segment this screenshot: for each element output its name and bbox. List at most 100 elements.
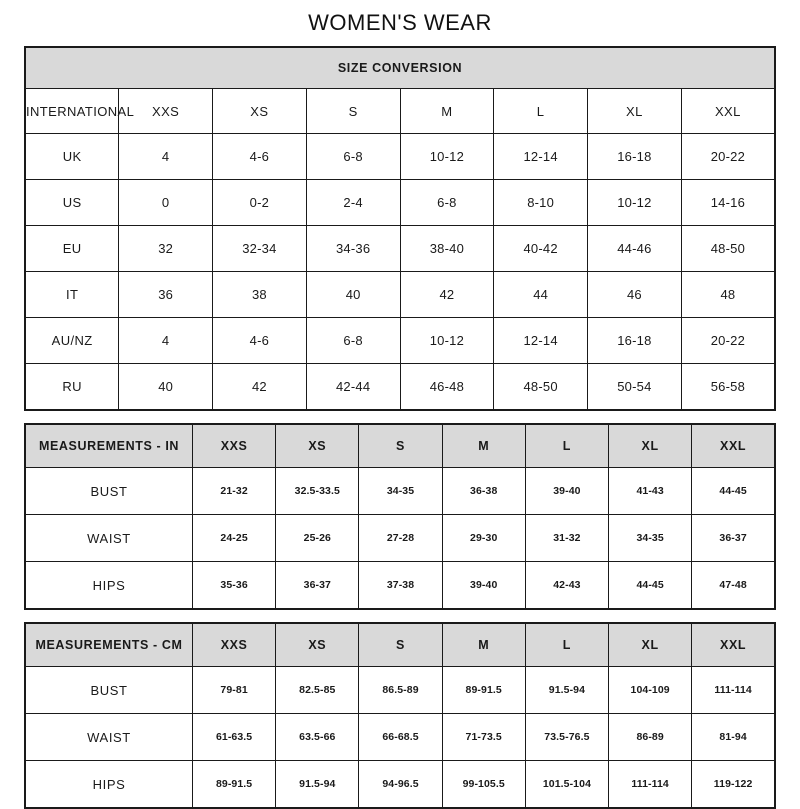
table-cell: 36-37 [275,561,360,610]
table-cell: 36-37 [691,514,776,562]
table-cell: 40 [118,363,213,411]
table-cell: 34-35 [358,467,443,515]
table-cell: 4-6 [212,317,307,364]
table-cell: 44-45 [691,467,776,515]
table-cell: 37-38 [358,561,443,610]
row-label: WAIST [24,713,193,761]
table-cell: 50-54 [587,363,682,411]
table-cell: 46 [587,271,682,318]
table-cell: 10-12 [399,317,495,364]
size-conversion-table: SIZE CONVERSION INTERNATIONAL XXS XS S M L XL XX… [24,46,776,411]
table-cell: 48-50 [493,363,588,411]
table-cell: 44 [493,271,588,318]
table-cell: 32.5-33.5 [275,467,360,515]
table-cell: 42 [212,363,307,411]
table-cell: 6-8 [305,317,401,364]
table-cell: 79-81 [191,666,277,714]
table-cell: 41-43 [608,467,693,515]
table-cell: 21-32 [191,467,277,515]
table-cell: 104-109 [608,666,693,714]
row-label-header: INTERNATIONAL [24,88,134,134]
table-row: AU/NZ 4 4-6 6-8 10-12 12-14 16-18 20-22 [24,317,776,364]
column-header-xxs: XXS [191,423,277,468]
table-cell: 36-38 [441,467,526,515]
row-label: UK [24,133,120,180]
table-cell: 14-16 [680,179,776,226]
table-cell: 66-68.5 [358,713,443,761]
table-cell: 42-43 [524,561,610,610]
table-cell: 4 [118,133,213,180]
column-header-m: M [441,622,526,667]
table-cell: 35-36 [191,561,277,610]
table-cell: 56-58 [680,363,776,411]
column-header-xs: XS [275,423,360,468]
header-row: MEASUREMENTS - CM XXS XS S M L XL XXL [24,622,776,667]
table-cell: 91.5-94 [275,760,360,809]
table-cell: 8-10 [493,179,588,226]
table-cell: 4-6 [212,133,307,180]
column-header-l: L [524,423,610,468]
measurements-in-table: MEASUREMENTS - IN XXS XS S M L XL XXL BUST 21-32 3… [24,423,776,610]
column-header-xs: XS [212,88,307,134]
table-row: HIPS 89-91.5 91.5-94 94-96.5 99-105.5 101.5-1… [24,760,776,809]
measurements-in-table-body: MEASUREMENTS - IN XXS XS S M L XL XXL BUST 21-32 3… [24,423,776,610]
table-cell: 40 [305,271,401,318]
table-cell: 86.5-89 [358,666,443,714]
column-header-xxl: XXL [691,622,776,667]
page-title: WOMEN'S WEAR [308,10,492,35]
table-cell: 16-18 [587,317,682,364]
column-header-xxs: XXS [191,622,277,667]
table-cell: 32-34 [212,225,307,272]
table-cell: 40-42 [493,225,588,272]
table-cell: 20-22 [680,133,776,180]
table-cell: 61-63.5 [191,713,277,761]
band-row: SIZE CONVERSION [24,46,776,89]
table-cell: 86-89 [608,713,693,761]
table-cell: 29-30 [441,514,526,562]
band-label: SIZE CONVERSION [24,46,776,89]
row-label-header: MEASUREMENTS - CM [24,622,193,667]
table-cell: 4 [118,317,213,364]
table-cell: 48-50 [680,225,776,272]
table-cell: 73.5-76.5 [524,713,610,761]
table-cell: 20-22 [680,317,776,364]
table-cell: 44-45 [608,561,693,610]
table-cell: 47-48 [691,561,776,610]
table-cell: 16-18 [587,133,682,180]
row-label: US [24,179,120,226]
table-cell: 46-48 [399,363,495,411]
table-cell: 82.5-85 [275,666,360,714]
table-cell: 89-91.5 [441,666,526,714]
table-cell: 94-96.5 [358,760,443,809]
column-header-s: S [358,423,443,468]
table-row: HIPS 35-36 36-37 37-38 39-40 42-43 44-45 47-48 [24,561,776,610]
table-cell: 0-2 [212,179,307,226]
column-header-xl: XL [608,423,693,468]
table-cell: 31-32 [524,514,610,562]
table-cell: 111-114 [691,666,776,714]
row-label: RU [24,363,120,411]
table-cell: 42 [399,271,495,318]
table-cell: 39-40 [441,561,526,610]
table-cell: 27-28 [358,514,443,562]
table-cell: 38 [212,271,307,318]
table-cell: 0 [118,179,213,226]
table-cell: 6-8 [399,179,495,226]
table-cell: 44-46 [587,225,682,272]
table-row: EU 32 32-34 34-36 38-40 40-42 44-46 48-50 [24,225,776,272]
column-header-l: L [493,88,588,134]
table-cell: 24-25 [191,514,277,562]
measurements-cm-table: MEASUREMENTS - CM XXS XS S M L XL XXL BUST 79-81 8… [24,622,776,809]
table-cell: 10-12 [399,133,495,180]
table-cell: 36 [118,271,213,318]
header-row: INTERNATIONAL XXS XS S M L XL XXL [24,88,776,134]
table-cell: 101.5-104 [524,760,610,809]
row-label: BUST [24,467,193,515]
table-cell: 42-44 [305,363,401,411]
table-cell: 25-26 [275,514,360,562]
table-row: US 0 0-2 2-4 6-8 8-10 10-12 14-16 [24,179,776,226]
table-cell: 10-12 [587,179,682,226]
table-cell: 2-4 [305,179,401,226]
column-header-m: M [399,88,495,134]
column-header-xl: XL [587,88,682,134]
